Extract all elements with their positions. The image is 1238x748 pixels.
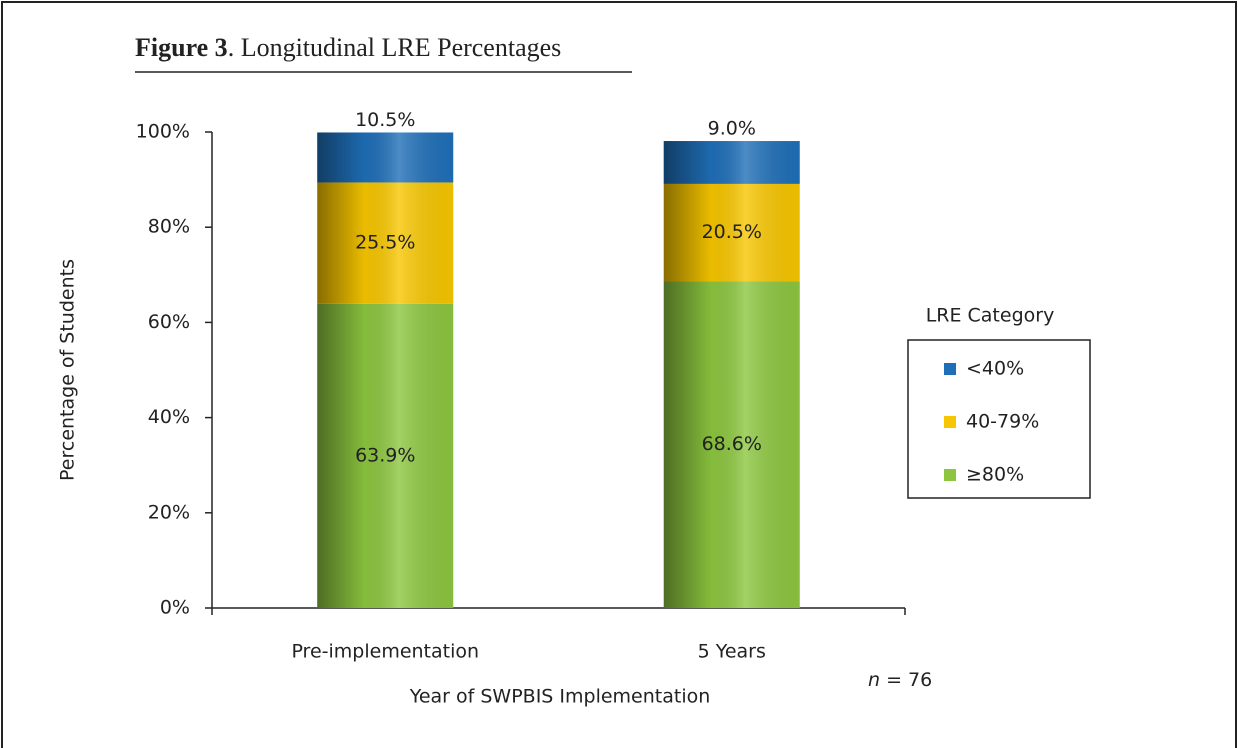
x-axis-label: Year of SWPBIS Implementation <box>409 686 711 708</box>
y-tick-label: 100% <box>136 121 190 143</box>
x-tick-label: Pre-implementation <box>291 641 479 663</box>
y-tick-label: 60% <box>148 311 190 333</box>
legend-swatch <box>944 469 956 481</box>
bar-shade <box>317 182 454 304</box>
x-tick-label: 5 Years <box>698 641 766 663</box>
bar-shade <box>663 281 800 608</box>
legend-label: ≥80% <box>966 464 1024 486</box>
legend-label: 40-79% <box>966 411 1039 433</box>
bar-shade <box>663 183 800 282</box>
bar-shade <box>317 132 454 183</box>
title-prefix: Figure 3 <box>135 33 228 62</box>
legend-swatch <box>944 363 956 375</box>
y-tick-label: 20% <box>148 501 190 523</box>
title-text: . Longitudinal LRE Percentages <box>228 33 562 62</box>
value-label: 68.6% <box>702 433 762 455</box>
value-label: 63.9% <box>355 444 415 466</box>
value-label: 20.5% <box>702 221 762 243</box>
value-label: 10.5% <box>355 109 415 131</box>
legend-title: LRE Category <box>926 305 1055 327</box>
legend-box <box>907 339 1091 499</box>
value-label: 25.5% <box>355 232 415 254</box>
value-label: 9.0% <box>708 118 756 140</box>
y-tick-label: 40% <box>148 406 190 428</box>
annotation-text: = 76 <box>880 669 932 691</box>
y-tick-label: 80% <box>148 216 190 238</box>
bar-shade <box>317 303 454 608</box>
annotation: n = 76 <box>868 669 932 691</box>
chart-title: Figure 3. Longitudinal LRE Percentages <box>135 33 561 62</box>
annotation-var: n <box>868 669 880 691</box>
legend-swatch <box>944 416 956 428</box>
y-axis-label: Percentage of Students <box>57 259 79 481</box>
y-tick-label: 0% <box>160 597 190 619</box>
legend-label: <40% <box>966 358 1024 380</box>
bar-shade <box>663 141 800 184</box>
